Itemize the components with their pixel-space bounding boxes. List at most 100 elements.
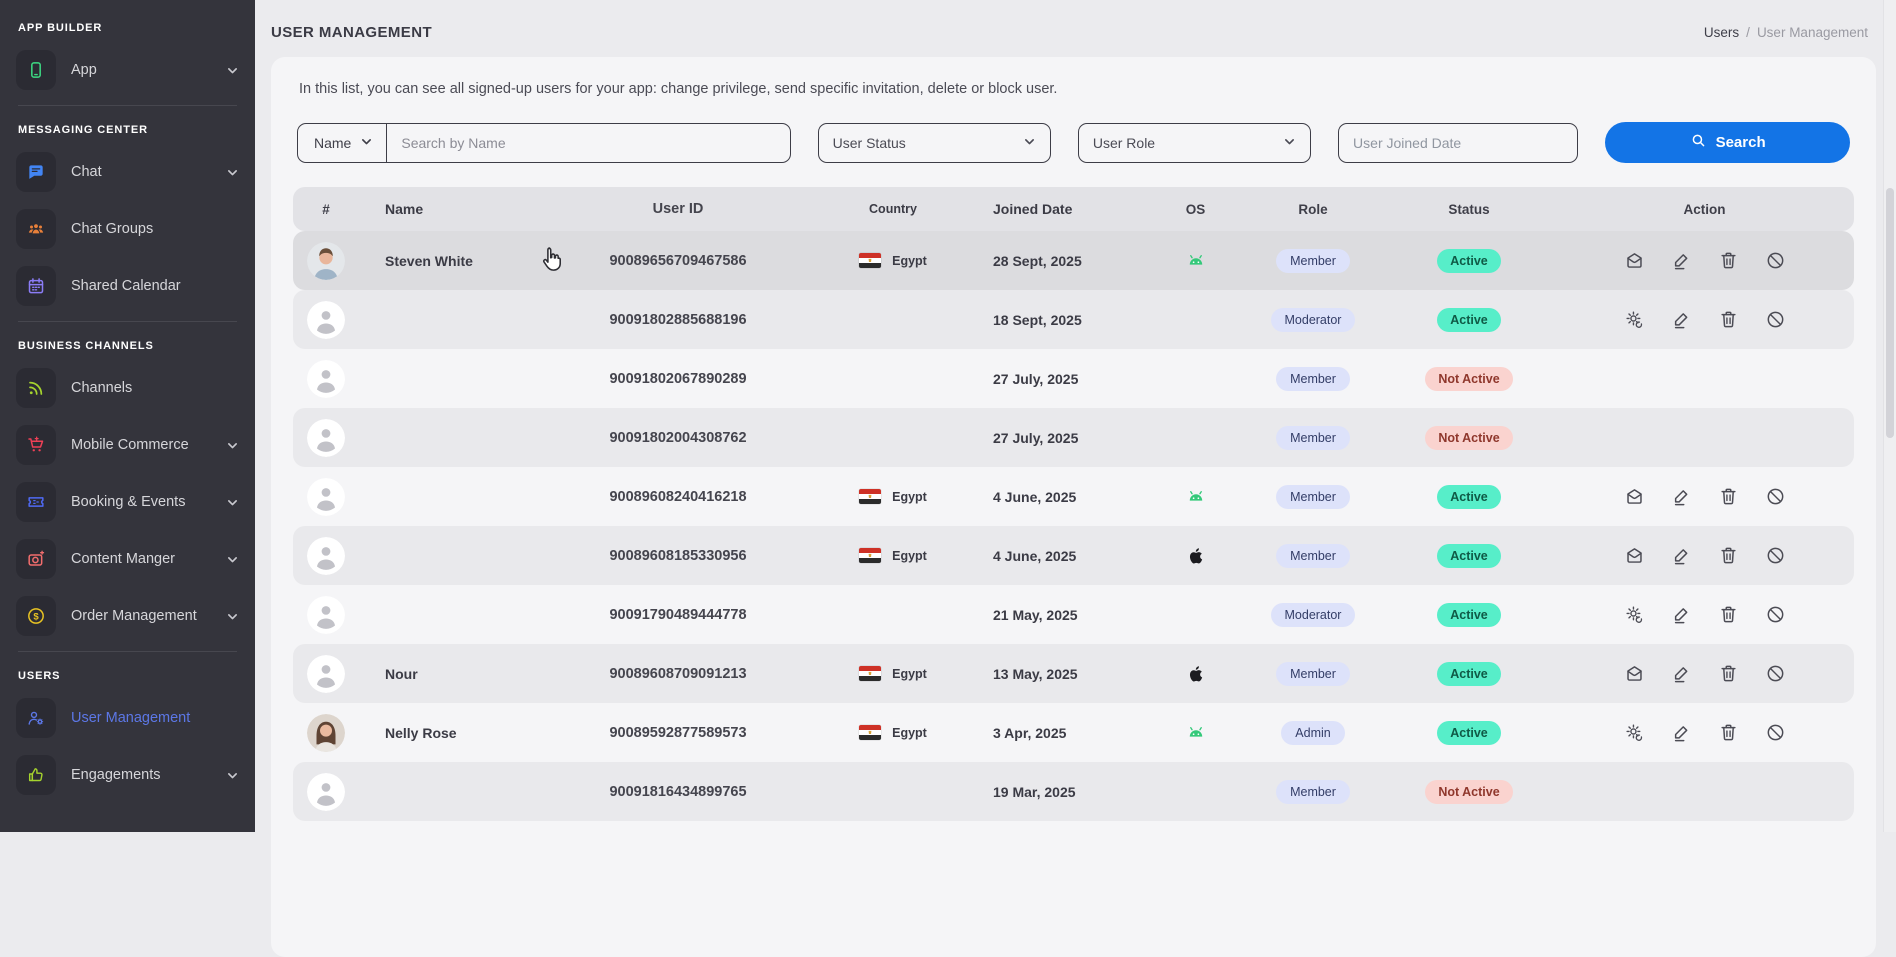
role-badge: Member xyxy=(1276,425,1350,450)
table-row[interactable]: 90089608185330956 Egypt 4 June, 2025 Member… xyxy=(293,526,1854,585)
edit-user-button[interactable] xyxy=(1671,309,1692,330)
sidebar-item-label: Booking & Events xyxy=(71,494,186,510)
sidebar-item-booking-events[interactable]: Booking & Events xyxy=(16,480,239,524)
camera-icon xyxy=(16,539,56,579)
edit-user-button[interactable] xyxy=(1671,663,1692,684)
delete-user-button[interactable] xyxy=(1718,604,1739,625)
table-row[interactable]: 90091802067890289 27 July, 2025 Member Not … xyxy=(293,349,1854,408)
status-badge: Not Active xyxy=(1425,779,1513,804)
send-invitation-button[interactable] xyxy=(1624,545,1645,566)
block-user-button[interactable] xyxy=(1765,663,1786,684)
table-row[interactable]: Steven White 90089656709467586 Egypt 28 Sep… xyxy=(293,231,1854,290)
status-badge: Active xyxy=(1437,543,1501,568)
delete-user-button[interactable] xyxy=(1718,663,1739,684)
role-badge: Member xyxy=(1276,661,1350,686)
sidebar-item-user-management[interactable]: User Management xyxy=(16,696,239,740)
role-cell: Admin xyxy=(1243,720,1383,745)
send-invitation-button[interactable] xyxy=(1624,486,1645,507)
status-cell: Active xyxy=(1383,543,1555,568)
country-label: Egypt xyxy=(892,725,927,740)
delete-user-button[interactable] xyxy=(1718,309,1739,330)
table-row[interactable]: Nour 90089608709091213 Egypt 13 May, 2025 Me… xyxy=(293,644,1854,703)
sidebar-item-channels[interactable]: Channels xyxy=(16,366,239,410)
user-settings-button[interactable] xyxy=(1624,722,1645,743)
role-cell: Member xyxy=(1243,484,1383,509)
sidebar-item-chat-groups[interactable]: Chat Groups xyxy=(16,207,239,251)
user-gear-icon xyxy=(16,698,56,738)
delete-user-button[interactable] xyxy=(1718,486,1739,507)
user-settings-button[interactable] xyxy=(1624,309,1645,330)
send-invitation-button[interactable] xyxy=(1624,663,1645,684)
action-cell xyxy=(1555,250,1854,271)
user-id: 90091802004308762 xyxy=(609,429,747,446)
sidebar-divider xyxy=(18,105,237,106)
avatar xyxy=(293,654,359,693)
table-row[interactable]: 90091802885688196 18 Sept, 2025 Moderator A… xyxy=(293,290,1854,349)
joined-date: 4 June, 2025 xyxy=(993,488,1077,505)
vertical-scrollbar[interactable] xyxy=(1883,0,1896,832)
role-badge: Member xyxy=(1276,484,1350,509)
user-settings-button[interactable] xyxy=(1624,604,1645,625)
send-invitation-button[interactable] xyxy=(1624,250,1645,271)
avatar xyxy=(293,595,359,634)
table-row[interactable]: 90091790489444778 21 May, 2025 Moderator Ac… xyxy=(293,585,1854,644)
sidebar-item-app[interactable]: App xyxy=(16,48,239,92)
joined-date: 27 July, 2025 xyxy=(993,370,1079,387)
delete-user-button[interactable] xyxy=(1718,545,1739,566)
block-user-button[interactable] xyxy=(1765,486,1786,507)
table-row[interactable]: 90091802004308762 27 July, 2025 Member Not … xyxy=(293,408,1854,467)
block-user-button[interactable] xyxy=(1765,545,1786,566)
sidebar: APP BUILDER App MESSAGING CENTER Chat Chat G… xyxy=(0,0,255,832)
search-field-selector[interactable]: Name xyxy=(298,123,388,162)
sidebar-item-shared-calendar[interactable]: Shared Calendar xyxy=(16,264,239,308)
user-id: 90091790489444778 xyxy=(609,606,747,623)
edit-user-button[interactable] xyxy=(1671,604,1692,625)
status-cell: Not Active xyxy=(1383,366,1555,391)
user-id: 90091802067890289 xyxy=(609,370,747,387)
sidebar-item-engagements[interactable]: Engagements xyxy=(16,753,239,797)
delete-user-button[interactable] xyxy=(1718,722,1739,743)
search-button[interactable]: Search xyxy=(1605,122,1851,163)
sidebar-item-label: User Management xyxy=(71,710,191,726)
edit-user-button[interactable] xyxy=(1671,545,1692,566)
sidebar-item-content-manger[interactable]: Content Manger xyxy=(16,537,239,581)
status-cell: Active xyxy=(1383,484,1555,509)
search-input[interactable] xyxy=(387,134,790,151)
country-label: Egypt xyxy=(892,253,927,268)
user-status-select[interactable]: User Status xyxy=(817,122,1051,163)
chevron-down-icon xyxy=(226,610,239,623)
scrollbar-thumb[interactable] xyxy=(1886,188,1894,438)
user-management-card: In this list, you can see all signed-up … xyxy=(271,57,1876,957)
sidebar-item-chat[interactable]: Chat xyxy=(16,150,239,194)
edit-user-button[interactable] xyxy=(1671,486,1692,507)
role-cell: Moderator xyxy=(1243,307,1383,332)
column-header-joined: Joined Date xyxy=(993,201,1073,217)
user-role-select[interactable]: User Role xyxy=(1077,122,1312,163)
role-badge: Member xyxy=(1276,779,1350,804)
sidebar-item-mobile-commerce[interactable]: Mobile Commerce xyxy=(16,423,239,467)
sidebar-section-label: BUSINESS CHANNELS xyxy=(18,340,154,352)
joined-date-input[interactable] xyxy=(1338,122,1579,163)
delete-user-button[interactable] xyxy=(1718,250,1739,271)
role-cell: Member xyxy=(1243,425,1383,450)
user-id: 90091816434899765 xyxy=(609,783,747,800)
table-row[interactable]: 90089608240416218 Egypt 4 June, 2025 Member… xyxy=(293,467,1854,526)
role-badge: Moderator xyxy=(1270,602,1356,627)
table-row[interactable]: 90091816434899765 19 Mar, 2025 Member Not A… xyxy=(293,762,1854,821)
egypt-flag-icon xyxy=(859,666,882,681)
dollar-icon: $ xyxy=(16,596,56,636)
edit-user-button[interactable] xyxy=(1671,722,1692,743)
block-user-button[interactable] xyxy=(1765,309,1786,330)
block-user-button[interactable] xyxy=(1765,250,1786,271)
role-cell: Member xyxy=(1243,366,1383,391)
avatar xyxy=(293,772,359,811)
edit-user-button[interactable] xyxy=(1671,250,1692,271)
block-user-button[interactable] xyxy=(1765,604,1786,625)
sidebar-item-order-management[interactable]: $ Order Management xyxy=(16,594,239,638)
table-row[interactable]: Nelly Rose 90089592877589573 Egypt 3 Apr, 2… xyxy=(293,703,1854,762)
avatar xyxy=(293,418,359,457)
joined-date: 28 Sept, 2025 xyxy=(993,252,1082,269)
svg-text:$: $ xyxy=(33,612,39,623)
breadcrumb-users-link[interactable]: Users xyxy=(1703,25,1740,40)
block-user-button[interactable] xyxy=(1765,722,1786,743)
